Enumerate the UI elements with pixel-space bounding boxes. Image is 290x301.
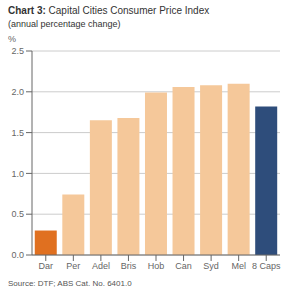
html-text:(annual percentage change): (annual percentage change) xyxy=(8,19,121,29)
svg-text:Can: Can xyxy=(175,261,192,271)
svg-text:1.5: 1.5 xyxy=(11,128,24,138)
svg-text:Syd: Syd xyxy=(203,261,219,271)
svg-text:2.5: 2.5 xyxy=(11,46,24,56)
svg-text:Hob: Hob xyxy=(148,261,165,271)
svg-text:8 Caps: 8 Caps xyxy=(252,261,281,271)
svg-text:1.0: 1.0 xyxy=(11,169,24,179)
svg-text:0.5: 0.5 xyxy=(11,209,24,219)
svg-text:2.0: 2.0 xyxy=(11,87,24,97)
html-text:Source: DTF; ABS Cat. No. 6401: Source: DTF; ABS Cat. No. 6401.0 xyxy=(8,279,132,288)
svg-text:Dar: Dar xyxy=(39,261,54,271)
svg-text:Per: Per xyxy=(66,261,80,271)
html-text:Chart 3: Capital Cities Consum: Chart 3: Capital Cities Consumer Price I… xyxy=(8,5,210,16)
svg-text:0.0: 0.0 xyxy=(11,250,24,260)
svg-text:Bris: Bris xyxy=(121,261,137,271)
svg-text:Mel: Mel xyxy=(231,261,246,271)
svg-text:Adel: Adel xyxy=(92,261,110,271)
